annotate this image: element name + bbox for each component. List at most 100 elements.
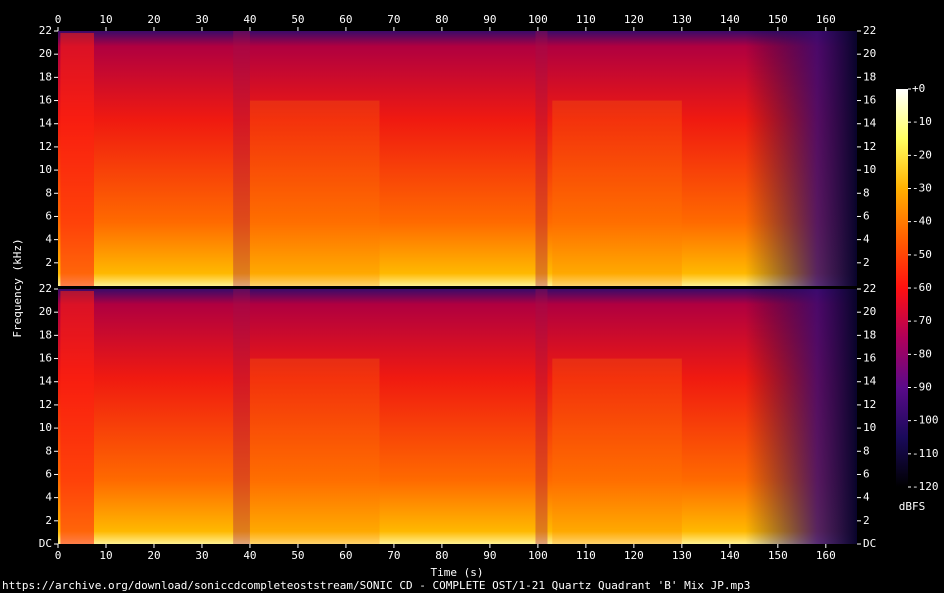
y-tick-label: 20 [863, 47, 876, 60]
colorbar-tick-label: +0 [912, 82, 925, 95]
colorbar-tick-label: -60 [912, 281, 932, 294]
y-tick-label: 6 [45, 467, 52, 480]
x-tick-label: 10 [99, 549, 112, 562]
y-tick-label: 6 [863, 209, 870, 222]
x-tick-label: 50 [291, 13, 304, 26]
y-tick-label: 10 [39, 163, 52, 176]
colorbar-tick-label: -50 [912, 248, 932, 261]
y-tick-label: DC [863, 537, 876, 550]
x-tick-label: 160 [816, 13, 836, 26]
y-tick-label: 12 [863, 398, 876, 411]
y-tick-label: 16 [39, 352, 52, 365]
colorbar-tick-label: -30 [912, 182, 932, 195]
colorbar [896, 89, 908, 487]
x-tick-label: 120 [624, 13, 644, 26]
y-tick-label: 22 [863, 24, 876, 37]
y-tick-label: 20 [39, 305, 52, 318]
colorbar-tick-label: -110 [912, 447, 939, 460]
y-axis-label: Frequency (kHz) [11, 238, 24, 337]
colorbar-tick-label: -80 [912, 347, 932, 360]
y-tick-label: 6 [863, 467, 870, 480]
y-tick-label: 10 [863, 421, 876, 434]
x-tick-label: 120 [624, 549, 644, 562]
colorbar-tick-label: -20 [912, 148, 932, 161]
y-tick-label: 4 [863, 233, 870, 246]
x-tick-label: 90 [483, 549, 496, 562]
colorbar-tick-label: -70 [912, 314, 932, 327]
x-tick-label: 0 [55, 13, 62, 26]
y-tick-label: 20 [863, 305, 876, 318]
y-tick-label: 2 [863, 256, 870, 269]
y-tick-label: 10 [39, 421, 52, 434]
x-tick-label: 110 [576, 13, 596, 26]
y-tick-label: 4 [45, 491, 52, 504]
y-tick-label: 16 [863, 94, 876, 107]
colorbar-tick-label: -120 [912, 480, 939, 493]
x-tick-label: 40 [243, 13, 256, 26]
y-tick-label: 14 [39, 117, 53, 130]
colorbar-label: dBFS [899, 500, 926, 513]
x-tick-label: 80 [435, 549, 448, 562]
y-tick-label: 2 [863, 514, 870, 527]
y-tick-label: 22 [863, 282, 876, 295]
y-tick-label: 18 [39, 70, 52, 83]
y-tick-label: DC [39, 537, 52, 550]
y-tick-label: 14 [39, 375, 53, 388]
y-tick-label: 10 [863, 163, 876, 176]
y-tick-label: 2 [45, 256, 52, 269]
y-tick-label: 2 [45, 514, 52, 527]
y-tick-label: 4 [45, 233, 52, 246]
x-tick-label: 10 [99, 13, 112, 26]
x-tick-label: 30 [195, 549, 208, 562]
fade-out [58, 289, 857, 544]
y-tick-label: 20 [39, 47, 52, 60]
x-tick-label: 140 [720, 13, 740, 26]
y-tick-label: 18 [863, 328, 876, 341]
y-tick-label: 18 [39, 328, 52, 341]
x-tick-label: 150 [768, 13, 788, 26]
y-tick-label: 8 [863, 186, 870, 199]
x-tick-label: 80 [435, 13, 448, 26]
y-tick-label: 22 [39, 24, 52, 37]
y-tick-label: 18 [863, 70, 876, 83]
source-url: https://archive.org/download/soniccdcomp… [2, 579, 750, 592]
y-tick-label: 8 [45, 444, 52, 457]
x-tick-label: 130 [672, 549, 692, 562]
colorbar-tick-label: -100 [912, 414, 939, 427]
x-tick-label: 40 [243, 549, 256, 562]
x-tick-label: 20 [147, 13, 160, 26]
x-tick-label: 30 [195, 13, 208, 26]
x-tick-label: 100 [528, 549, 548, 562]
y-tick-label: 4 [863, 491, 870, 504]
y-tick-label: 16 [863, 352, 876, 365]
y-tick-label: 22 [39, 282, 52, 295]
y-tick-label: 12 [39, 140, 52, 153]
x-tick-label: 0 [55, 549, 62, 562]
x-tick-label: 50 [291, 549, 304, 562]
x-tick-label: 70 [387, 549, 400, 562]
x-tick-label: 60 [339, 549, 352, 562]
y-tick-label: 6 [45, 209, 52, 222]
x-tick-label: 70 [387, 13, 400, 26]
x-tick-label: 110 [576, 549, 596, 562]
colorbar-tick-label: -90 [912, 381, 932, 394]
colorbar-tick-label: -10 [912, 115, 932, 128]
y-tick-label: 8 [45, 186, 52, 199]
x-tick-label: 150 [768, 549, 788, 562]
y-tick-label: 14 [863, 117, 877, 130]
x-tick-label: 60 [339, 13, 352, 26]
x-tick-label: 140 [720, 549, 740, 562]
y-tick-label: 8 [863, 444, 870, 457]
y-tick-label: 14 [863, 375, 877, 388]
x-tick-label: 20 [147, 549, 160, 562]
x-axis-label: Time (s) [431, 566, 484, 579]
y-tick-label: 12 [39, 398, 52, 411]
fade-out [58, 31, 857, 286]
y-tick-label: 12 [863, 140, 876, 153]
x-tick-label: 160 [816, 549, 836, 562]
x-tick-label: 130 [672, 13, 692, 26]
x-tick-label: 100 [528, 13, 548, 26]
x-tick-label: 90 [483, 13, 496, 26]
colorbar-tick-label: -40 [912, 215, 932, 228]
